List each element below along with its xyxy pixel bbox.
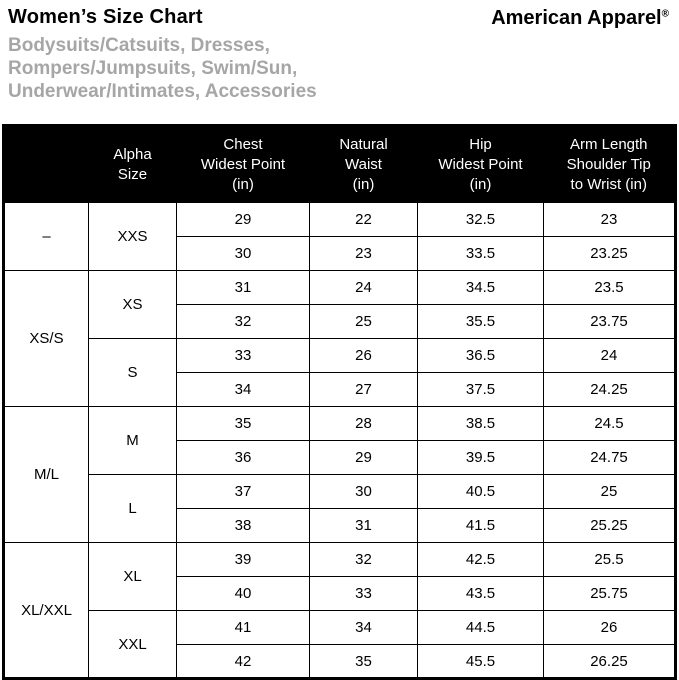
table-row: 40 33 43.5 25.75: [4, 576, 676, 611]
hip-cell: 35.5: [417, 304, 544, 339]
waist-cell: 25: [309, 304, 418, 339]
arm-length-cell: 25.5: [543, 542, 676, 577]
waist-cell: 24: [309, 270, 418, 305]
size-group-cell: M/L: [3, 406, 89, 543]
hip-cell: 34.5: [417, 270, 544, 305]
table-row: 42 35 45.5 26.25: [4, 644, 676, 679]
arm-length-cell: 24.5: [543, 406, 676, 441]
table-header-row: Alpha Size Chest Widest Point (in) Natural…: [3, 125, 676, 203]
chest-cell: 33: [176, 338, 310, 373]
chest-cell: 34: [176, 372, 310, 407]
registered-trademark-symbol: ®: [661, 8, 669, 20]
alpha-size-cell: S: [88, 338, 177, 407]
hip-cell: 36.5: [417, 338, 544, 373]
table-row: – XXS 29 22 32.5 23: [3, 202, 676, 271]
waist-cell: 31: [309, 508, 418, 543]
brand-name: American Apparel: [491, 7, 662, 29]
hip-cell: 45.5: [417, 644, 544, 679]
page-title: Women’s Size Chart: [8, 6, 203, 28]
arm-length-cell: 25: [543, 474, 676, 509]
table-row: S 33 26 36.5 24: [4, 338, 676, 407]
hip-cell: 41.5: [417, 508, 544, 543]
arm-length-cell: 23: [543, 202, 676, 237]
alpha-size-cell: XXS: [88, 202, 177, 271]
table-row: XXL 41 34 44.5 26: [4, 610, 676, 679]
column-header-1: Alpha Size: [88, 125, 177, 203]
size-group-cell: –: [3, 202, 89, 271]
alpha-size-cell: XXL: [88, 610, 177, 679]
alpha-size-cell: XS: [88, 270, 177, 339]
hip-cell: 39.5: [417, 440, 544, 475]
hip-cell: 32.5: [417, 202, 544, 237]
waist-cell: 22: [309, 202, 418, 237]
hip-cell: 38.5: [417, 406, 544, 441]
arm-length-cell: 26: [543, 610, 676, 645]
waist-cell: 29: [309, 440, 418, 475]
chest-cell: 31: [176, 270, 310, 305]
hip-cell: 40.5: [417, 474, 544, 509]
chest-cell: 42: [176, 644, 310, 679]
chest-cell: 30: [176, 236, 310, 271]
table-row: M/L M 35 28 38.5 24.5: [3, 406, 676, 543]
chest-cell: 29: [176, 202, 310, 237]
chest-cell: 36: [176, 440, 310, 475]
chest-cell: 40: [176, 576, 310, 611]
waist-cell: 23: [309, 236, 418, 271]
waist-cell: 34: [309, 610, 418, 645]
arm-length-cell: 25.75: [543, 576, 676, 611]
column-header-3: Natural Waist (in): [309, 125, 418, 203]
table-row: 38 31 41.5 25.25: [4, 508, 676, 543]
table-row: 36 29 39.5 24.75: [4, 440, 676, 475]
table-row: 34 27 37.5 24.25: [4, 372, 676, 407]
table-header: Alpha Size Chest Widest Point (in) Natural…: [3, 125, 676, 203]
alpha-size-cell: M: [88, 406, 177, 475]
arm-length-cell: 23.25: [543, 236, 676, 271]
hip-cell: 33.5: [417, 236, 544, 271]
chest-cell: 38: [176, 508, 310, 543]
table-row: XS/S XS 31 24 34.5 23.5: [3, 270, 676, 407]
arm-length-cell: 24: [543, 338, 676, 373]
chest-cell: 37: [176, 474, 310, 509]
size-group-cell: XL/XXL: [3, 542, 89, 679]
category-subtitle: Bodysuits/Catsuits, Dresses, Rompers/Jum…: [8, 35, 317, 102]
arm-length-cell: 24.75: [543, 440, 676, 475]
arm-length-cell: 25.25: [543, 508, 676, 543]
hip-cell: 44.5: [417, 610, 544, 645]
arm-length-cell: 24.25: [543, 372, 676, 407]
waist-cell: 32: [309, 542, 418, 577]
size-chart-table: Alpha Size Chest Widest Point (in) Natural…: [2, 124, 677, 680]
column-header-4: Hip Widest Point (in): [417, 125, 544, 203]
waist-cell: 28: [309, 406, 418, 441]
waist-cell: 30: [309, 474, 418, 509]
table-row: L 37 30 40.5 25: [4, 474, 676, 543]
waist-cell: 27: [309, 372, 418, 407]
chest-cell: 32: [176, 304, 310, 339]
page-header: Women’s Size Chart Bodysuits/Catsuits, D…: [0, 0, 679, 103]
waist-cell: 35: [309, 644, 418, 679]
column-header-0: [3, 125, 89, 203]
table-row: XL/XXL XL 39 32 42.5 25.5: [3, 542, 676, 679]
table-row: 30 23 33.5 23.25: [4, 236, 676, 271]
hip-cell: 37.5: [417, 372, 544, 407]
arm-length-cell: 23.75: [543, 304, 676, 339]
waist-cell: 33: [309, 576, 418, 611]
table-row: 32 25 35.5 23.75: [4, 304, 676, 339]
arm-length-cell: 26.25: [543, 644, 676, 679]
size-group-cell: XS/S: [3, 270, 89, 407]
brand-logo: American Apparel®: [491, 6, 669, 30]
column-header-5: Arm Length Shoulder Tip to Wrist (in): [543, 125, 676, 203]
alpha-size-cell: XL: [88, 542, 177, 611]
waist-cell: 26: [309, 338, 418, 373]
column-header-2: Chest Widest Point (in): [176, 125, 310, 203]
chest-cell: 35: [176, 406, 310, 441]
table-body: – XXS 29 22 32.5 23 30 23 33.5 23.25 XS/S XS 31 24 34.…: [3, 202, 676, 679]
hip-cell: 42.5: [417, 542, 544, 577]
alpha-size-cell: L: [88, 474, 177, 543]
chest-cell: 39: [176, 542, 310, 577]
chest-cell: 41: [176, 610, 310, 645]
arm-length-cell: 23.5: [543, 270, 676, 305]
hip-cell: 43.5: [417, 576, 544, 611]
header-left: Women’s Size Chart Bodysuits/Catsuits, D…: [8, 6, 317, 103]
